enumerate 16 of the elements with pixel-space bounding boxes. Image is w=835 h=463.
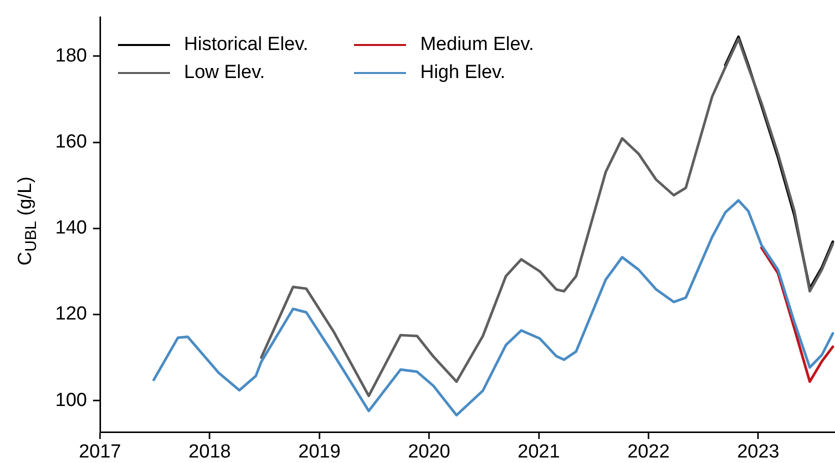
legend-label: Medium Elev.: [420, 34, 534, 56]
y-tick-label: 100: [55, 390, 87, 411]
x-tick-label: 2020: [408, 442, 450, 463]
x-tick-label: 2022: [627, 442, 670, 463]
y-tick-label: 120: [55, 304, 87, 325]
legend-label: Historical Elev.: [184, 34, 308, 56]
x-tick-label: 2023: [737, 442, 780, 463]
y-tick-label: 140: [55, 218, 87, 239]
y-tick-label: 180: [55, 45, 87, 66]
x-tick-label: 2019: [298, 442, 341, 463]
x-tick-label: 2017: [78, 442, 122, 463]
y-tick-label: 160: [55, 131, 87, 152]
x-tick-label: 2021: [518, 442, 560, 463]
legend-label: Low Elev.: [184, 62, 265, 84]
x-tick-label: 2018: [188, 442, 231, 463]
legend-label: High Elev.: [420, 62, 506, 84]
